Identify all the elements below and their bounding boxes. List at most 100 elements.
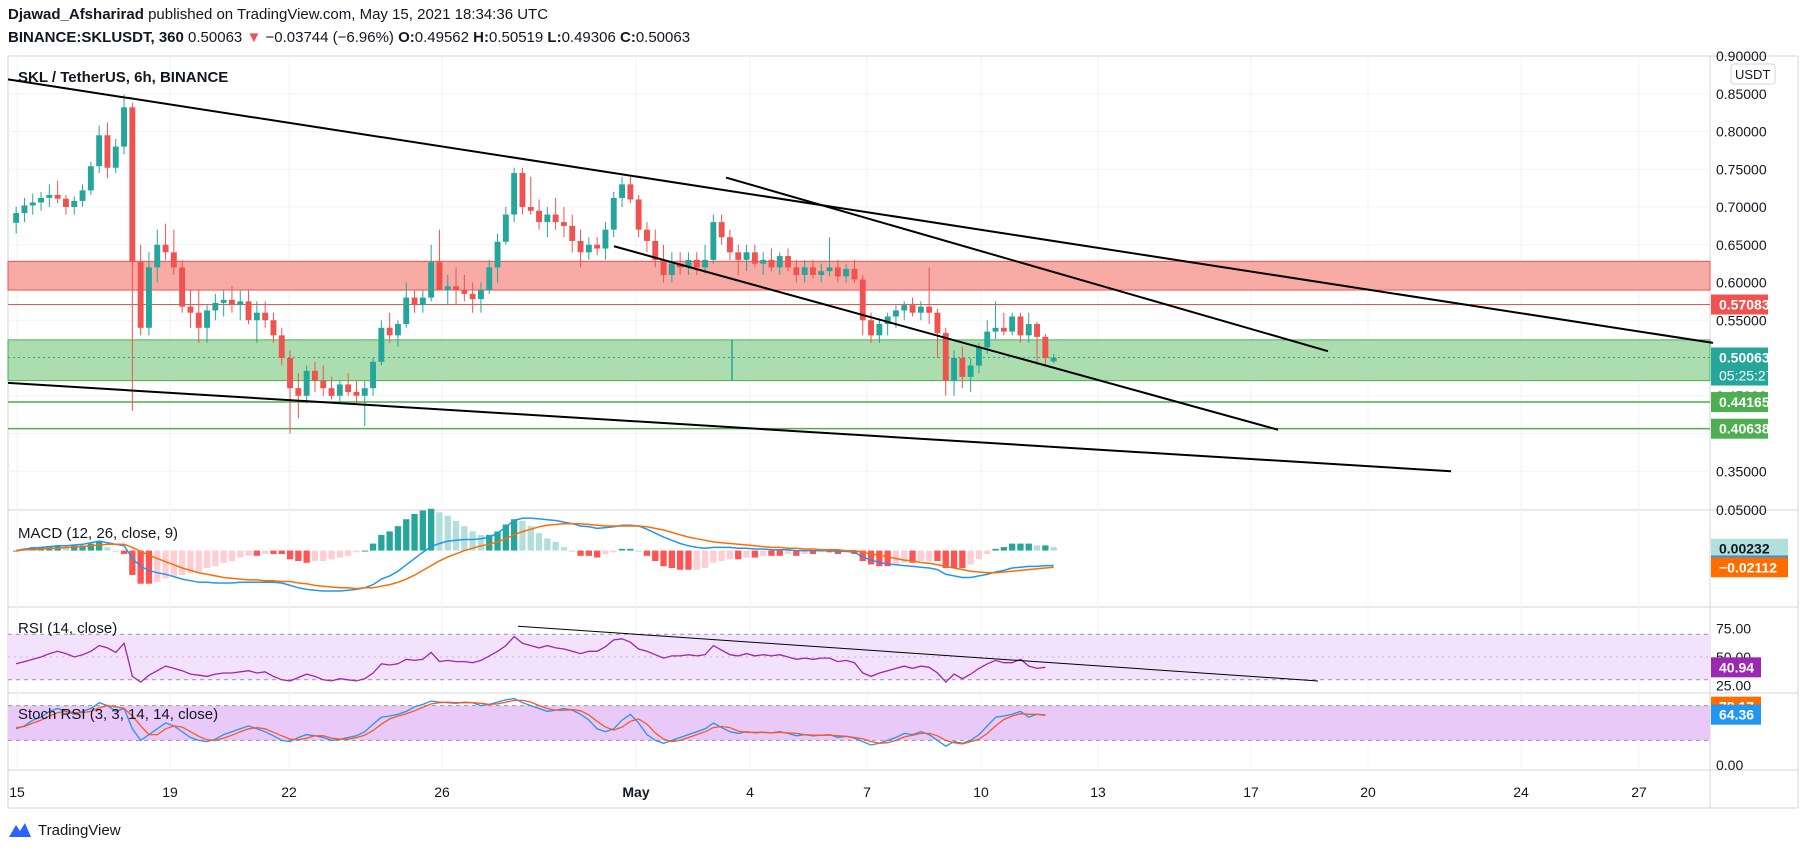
- candle-body: [436, 262, 443, 291]
- trendline: [7, 381, 1452, 473]
- macd-histogram-bar: [212, 550, 219, 567]
- candle-body: [868, 320, 874, 336]
- macd-histogram-bar: [992, 548, 999, 551]
- macd-histogram-bar: [195, 550, 202, 572]
- macd-histogram-bar: [203, 550, 211, 568]
- stoch-axis-label: 0.00: [1716, 757, 1743, 773]
- macd-histogram-bar: [535, 533, 543, 551]
- trendline: [7, 78, 1714, 344]
- macd-histogram-bar: [743, 550, 750, 558]
- candle-body: [370, 361, 376, 389]
- candle-body: [187, 306, 194, 313]
- macd-histogram-bar: [909, 550, 916, 563]
- macd-histogram-bar: [602, 550, 609, 555]
- macd-histogram-bar: [635, 550, 642, 552]
- price-mark-label: 0.44165: [1719, 394, 1770, 410]
- candle-body: [851, 268, 858, 280]
- macd-histogram-bar: [162, 550, 169, 579]
- resistance-zone: [7, 260, 1711, 291]
- candle-body: [170, 252, 177, 268]
- candle-body: [79, 190, 86, 201]
- symbol-line: BINANCE:SKLUSDT, 360 0.50063 ▼ −0.03744 …: [8, 29, 690, 46]
- candle-body: [602, 229, 609, 249]
- macd-histogram-bar: [718, 550, 725, 562]
- open-value: 0.49562: [414, 29, 469, 46]
- candle-body: [818, 271, 825, 275]
- candle-body: [976, 347, 982, 366]
- macd-histogram-bar: [577, 550, 584, 556]
- candle-body: [693, 259, 700, 268]
- candle-body: [54, 194, 61, 199]
- macd-histogram-bar: [444, 515, 451, 551]
- price-axis-label: 0.60000: [1716, 275, 1767, 291]
- candle-body: [511, 173, 518, 215]
- price-axis-label: 0.55000: [1716, 312, 1767, 328]
- macd-histogram-bar: [378, 534, 385, 551]
- macd-mark-box: [1711, 538, 1788, 559]
- macd-histogram-bar: [776, 550, 783, 556]
- macd-histogram-bar: [120, 550, 128, 555]
- candle-body: [859, 279, 866, 321]
- candle-body: [411, 297, 418, 306]
- price-mark-box: [1711, 347, 1768, 386]
- macd-histogram-bar: [685, 550, 692, 570]
- candle-body: [428, 262, 435, 298]
- macd-histogram-bar: [486, 534, 493, 551]
- support-zone: [7, 339, 1711, 382]
- candle-body: [220, 299, 227, 303]
- macd-histogram-bar: [270, 550, 277, 555]
- candle-body: [735, 252, 742, 260]
- macd-histogram-bar: [760, 550, 767, 556]
- candle-body: [21, 205, 28, 214]
- macd-histogram-bar: [79, 545, 86, 551]
- time-axis-label: 26: [434, 784, 450, 800]
- macd-histogram-bar: [1009, 543, 1016, 551]
- macd-histogram-bar: [917, 550, 924, 562]
- candle-body: [96, 135, 103, 167]
- candle-body: [627, 184, 634, 200]
- macd-histogram-bar: [950, 550, 958, 568]
- macd-histogram-bar: [353, 550, 360, 553]
- rsi-axis-label: 75.00: [1716, 621, 1751, 637]
- candle-body: [984, 331, 991, 348]
- candle-body: [303, 370, 310, 396]
- candle-body: [884, 316, 891, 325]
- price-mark-label: 0.57083: [1719, 297, 1770, 313]
- price-axis-label: 0.80000: [1716, 124, 1767, 140]
- publication-line: Djawad_Afsharirad published on TradingVi…: [8, 6, 548, 23]
- high-label: H:: [473, 29, 489, 46]
- macd-histogram-bar: [295, 550, 302, 562]
- macd-histogram-bar: [87, 543, 94, 551]
- candle-body: [893, 310, 899, 317]
- macd-histogram-bar: [751, 550, 758, 558]
- price-axis-label: 0.75000: [1716, 161, 1767, 177]
- candle-body: [926, 306, 933, 313]
- candle-body: [544, 214, 551, 223]
- macd-histogram-bar: [892, 550, 900, 565]
- macd-histogram-bar: [394, 526, 402, 551]
- candle-body: [1050, 357, 1057, 362]
- price-pane-title: SKL / TetherUS, 6h, BINANCE: [18, 69, 228, 86]
- candle-body: [793, 267, 800, 275]
- candle-body: [743, 252, 750, 260]
- tradingview-footer[interactable]: TradingView: [8, 821, 121, 839]
- author-name[interactable]: Djawad_Afsharirad: [8, 6, 144, 23]
- macd-histogram-bar: [345, 550, 352, 556]
- macd-histogram-bar: [419, 510, 426, 551]
- macd-histogram-bar: [809, 550, 817, 555]
- macd-histogram-bar: [552, 541, 559, 551]
- macd-histogram-bar: [320, 550, 327, 562]
- time-axis-label: 13: [1090, 784, 1106, 800]
- candle-body: [121, 107, 127, 147]
- candle-body: [87, 166, 94, 191]
- candle-body: [751, 252, 758, 264]
- candle-body: [1042, 336, 1049, 358]
- macd-histogram-bar: [336, 550, 343, 558]
- candle-body: [992, 327, 999, 332]
- macd-histogram-bar: [594, 550, 601, 558]
- time-axis-label: 19: [162, 784, 178, 800]
- stoch-band: [8, 705, 1710, 741]
- trendline: [725, 176, 1329, 353]
- macd-histogram-bar: [220, 550, 227, 563]
